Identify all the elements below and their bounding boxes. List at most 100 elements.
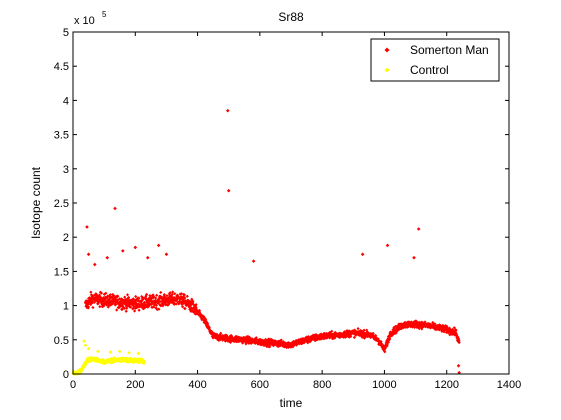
data-point [167, 292, 171, 296]
data-point [147, 296, 151, 300]
data-point [278, 341, 282, 345]
data-point [194, 308, 199, 312]
data-point [374, 333, 378, 338]
data-point [155, 298, 159, 303]
data-point [268, 343, 272, 347]
data-point [175, 297, 179, 302]
data-point [359, 328, 363, 333]
data-point [298, 340, 302, 344]
data-point [159, 290, 163, 295]
data-point [204, 317, 208, 321]
data-point [119, 299, 124, 303]
data-point [189, 306, 194, 310]
chart-title: Sr88 [278, 10, 304, 24]
x-tick-label: 400 [188, 379, 206, 391]
data-point [410, 325, 414, 329]
data-point-outlier [121, 249, 125, 253]
data-point-outlier [457, 370, 461, 375]
data-point [171, 290, 175, 294]
data-point-outlier [251, 259, 256, 263]
data-point [185, 294, 189, 298]
data-point [270, 338, 274, 342]
data-point [96, 298, 100, 303]
data-point [127, 295, 131, 300]
data-point [353, 328, 357, 332]
data-point [268, 345, 272, 349]
data-point [89, 302, 93, 307]
data-point [137, 296, 141, 300]
data-point [114, 302, 118, 307]
x-tick-label: 1000 [372, 379, 396, 391]
data-point [130, 302, 134, 306]
y-tick-label: 0.5 [54, 335, 69, 347]
y-tick-label: 2.5 [54, 198, 69, 210]
data-point [118, 304, 122, 308]
data-point-outlier [360, 252, 365, 257]
data-point [152, 305, 156, 309]
data-point [182, 293, 187, 297]
legend-entry-label: Somerton Man [410, 43, 489, 57]
data-point [115, 308, 119, 312]
data-point [275, 340, 279, 344]
data-point-outlier [85, 225, 89, 229]
data-point [386, 340, 391, 344]
data-point [253, 341, 257, 345]
data-point [346, 332, 350, 336]
data-point [259, 338, 263, 342]
data-point [265, 344, 269, 348]
data-point [356, 326, 360, 331]
data-point [107, 297, 112, 301]
data-point-outlier [127, 350, 131, 355]
data-point [121, 306, 126, 310]
data-point [423, 320, 427, 324]
data-point [166, 300, 170, 304]
data-point-outlier [133, 245, 138, 250]
data-point [453, 329, 457, 333]
data-point [152, 303, 156, 307]
data-point [140, 298, 144, 302]
data-point [452, 326, 456, 330]
data-point [279, 338, 283, 342]
data-point [168, 291, 172, 295]
data-point [337, 334, 341, 338]
x-tick-label: 800 [313, 379, 331, 391]
data-point [422, 321, 426, 325]
data-point [414, 323, 418, 327]
data-point [379, 340, 383, 344]
data-point [106, 305, 110, 309]
data-point [211, 336, 215, 340]
data-point [388, 336, 392, 340]
data-point [365, 328, 369, 332]
data-point [455, 333, 459, 337]
data-point-outlier [117, 349, 122, 354]
data-point [206, 324, 211, 328]
data-point-outlier [108, 350, 113, 354]
data-point [219, 331, 223, 335]
data-point [206, 322, 210, 326]
data-point [194, 303, 198, 307]
data-point [164, 300, 168, 304]
series-control [71, 339, 146, 376]
data-point [183, 306, 187, 311]
data-point [324, 331, 328, 336]
data-point [98, 290, 103, 294]
data-point [412, 320, 416, 324]
data-point [202, 320, 206, 325]
data-point [261, 338, 265, 342]
data-point [191, 299, 195, 304]
data-point [125, 293, 130, 297]
data-point [117, 306, 121, 310]
tick-layer: 0 200 400 600 800 1000 1200 1400 0 0.5 1 1.5 2 2.5 3 3.… [54, 27, 522, 391]
data-point [91, 300, 95, 305]
data-point [137, 303, 141, 307]
data-point [354, 333, 358, 337]
legend-marker [384, 47, 390, 53]
data-point [198, 310, 202, 314]
data-point [215, 333, 219, 337]
data-point [132, 305, 137, 309]
data-point [305, 338, 309, 343]
data-point [90, 299, 94, 303]
data-point [136, 356, 140, 361]
data-point [221, 333, 225, 338]
data-point [148, 294, 152, 298]
